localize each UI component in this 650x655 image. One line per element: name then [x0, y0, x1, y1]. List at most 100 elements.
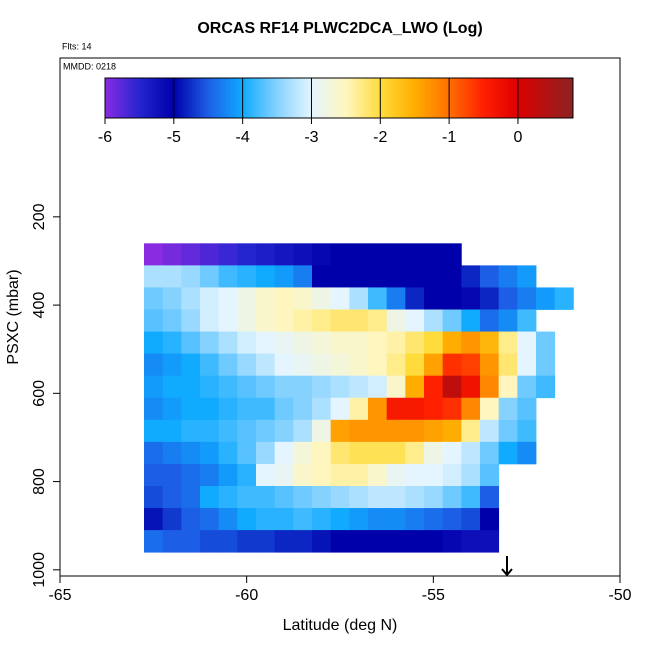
heatmap-cell	[349, 397, 369, 421]
heatmap-cell	[293, 419, 313, 443]
heatmap-cell	[480, 397, 500, 421]
heatmap-cell	[162, 265, 182, 288]
heatmap-cell	[424, 463, 444, 487]
heatmap-cell	[218, 485, 238, 509]
heatmap-cell	[424, 309, 444, 332]
heatmap-cell	[405, 375, 425, 399]
heatmap-cell	[144, 353, 164, 377]
heatmap-cell	[293, 485, 313, 509]
heatmap-cell	[349, 309, 369, 332]
heatmap-cell	[480, 375, 500, 399]
heatmap-cell	[480, 353, 500, 377]
heatmap-cell	[237, 419, 257, 443]
heatmap-cell	[330, 353, 350, 377]
heatmap-cell	[386, 375, 406, 399]
heatmap-cell	[461, 265, 481, 288]
heatmap-cell	[349, 485, 369, 509]
heatmap-cell	[517, 353, 537, 377]
heatmap-cell	[293, 243, 313, 266]
heatmap-cell	[181, 397, 201, 421]
heatmap-cell	[218, 309, 238, 332]
heatmap-cell	[498, 309, 518, 332]
heatmap-cell	[237, 331, 257, 355]
heatmap-cell	[144, 331, 164, 355]
heatmap-cell	[330, 309, 350, 332]
heatmap-cell	[368, 485, 388, 509]
heatmap-cell	[256, 287, 276, 310]
heatmap-cell	[480, 331, 500, 355]
heatmap-cell	[349, 530, 369, 553]
heatmap-cell	[274, 463, 294, 487]
heatmap-cell	[536, 287, 556, 310]
colorbar-tick-label: -5	[167, 129, 181, 146]
heatmap-cell	[405, 441, 425, 465]
heatmap-cell	[274, 397, 294, 421]
heatmap-cell	[274, 485, 294, 509]
heatmap-cell	[386, 419, 406, 443]
heatmap-cell	[256, 243, 276, 266]
heatmap-cell	[256, 397, 276, 421]
heatmap-cell	[517, 309, 537, 332]
heatmap-cell	[312, 309, 332, 332]
heatmap-cell	[498, 287, 518, 310]
heatmap-cell	[349, 419, 369, 443]
heatmap-cell	[218, 463, 238, 487]
heatmap-cell	[162, 530, 182, 553]
heatmap-cell	[256, 353, 276, 377]
heatmap-cell	[162, 508, 182, 531]
heatmap-cell	[330, 243, 350, 266]
colorbar-tick-label: -3	[304, 129, 318, 146]
heatmap-cell	[424, 508, 444, 531]
heatmap-cell	[181, 508, 201, 531]
colorbar-tick-label: -2	[373, 129, 387, 146]
heatmap-cell	[256, 530, 276, 553]
heatmap-cell	[274, 441, 294, 465]
heatmap-cell	[461, 353, 481, 377]
heatmap-cell	[424, 331, 444, 355]
heatmap-cell	[349, 353, 369, 377]
heatmap-cell	[293, 309, 313, 332]
y-tick-label: 800	[31, 468, 48, 495]
x-axis-label: Latitude (deg N)	[283, 617, 398, 634]
heatmap-cell	[293, 463, 313, 487]
heatmap-cell	[368, 441, 388, 465]
heatmap-cell	[330, 419, 350, 443]
heatmap-cell	[386, 287, 406, 310]
heatmap-cell	[312, 287, 332, 310]
heatmap-cell	[200, 309, 220, 332]
heatmap-cell	[181, 441, 201, 465]
heatmap-cell	[330, 375, 350, 399]
heatmap-cell	[498, 331, 518, 355]
heatmap-cell	[293, 441, 313, 465]
heatmap-cell	[312, 243, 332, 266]
heatmap-cell	[144, 397, 164, 421]
heatmap-cell	[181, 353, 201, 377]
heatmap-cell	[461, 309, 481, 332]
colorbar-tick-label: 0	[513, 129, 522, 146]
heatmap-cell	[237, 530, 257, 553]
heatmap-cell	[424, 375, 444, 399]
heatmap-cell	[162, 331, 182, 355]
heatmap-cell	[424, 265, 444, 288]
heatmap-cell	[405, 419, 425, 443]
heatmap-cell	[424, 353, 444, 377]
heatmap-cell	[144, 419, 164, 443]
heatmap-cell	[480, 463, 500, 487]
heatmap-cell	[405, 463, 425, 487]
heatmap-cell	[461, 375, 481, 399]
heatmap-cell	[442, 243, 462, 266]
heatmap-cell	[349, 463, 369, 487]
heatmap-cell	[293, 353, 313, 377]
heatmap-cell	[162, 243, 182, 266]
heatmap-cell	[424, 287, 444, 310]
heatmap-cell	[368, 265, 388, 288]
x-tick-label: -50	[608, 587, 631, 604]
heatmap-cell	[256, 419, 276, 443]
heatmap-cell	[498, 353, 518, 377]
heatmap-cell	[442, 397, 462, 421]
heatmap-cell	[368, 508, 388, 531]
heatmap-cell	[200, 375, 220, 399]
heatmap-cell	[405, 397, 425, 421]
heatmap-cell	[330, 265, 350, 288]
